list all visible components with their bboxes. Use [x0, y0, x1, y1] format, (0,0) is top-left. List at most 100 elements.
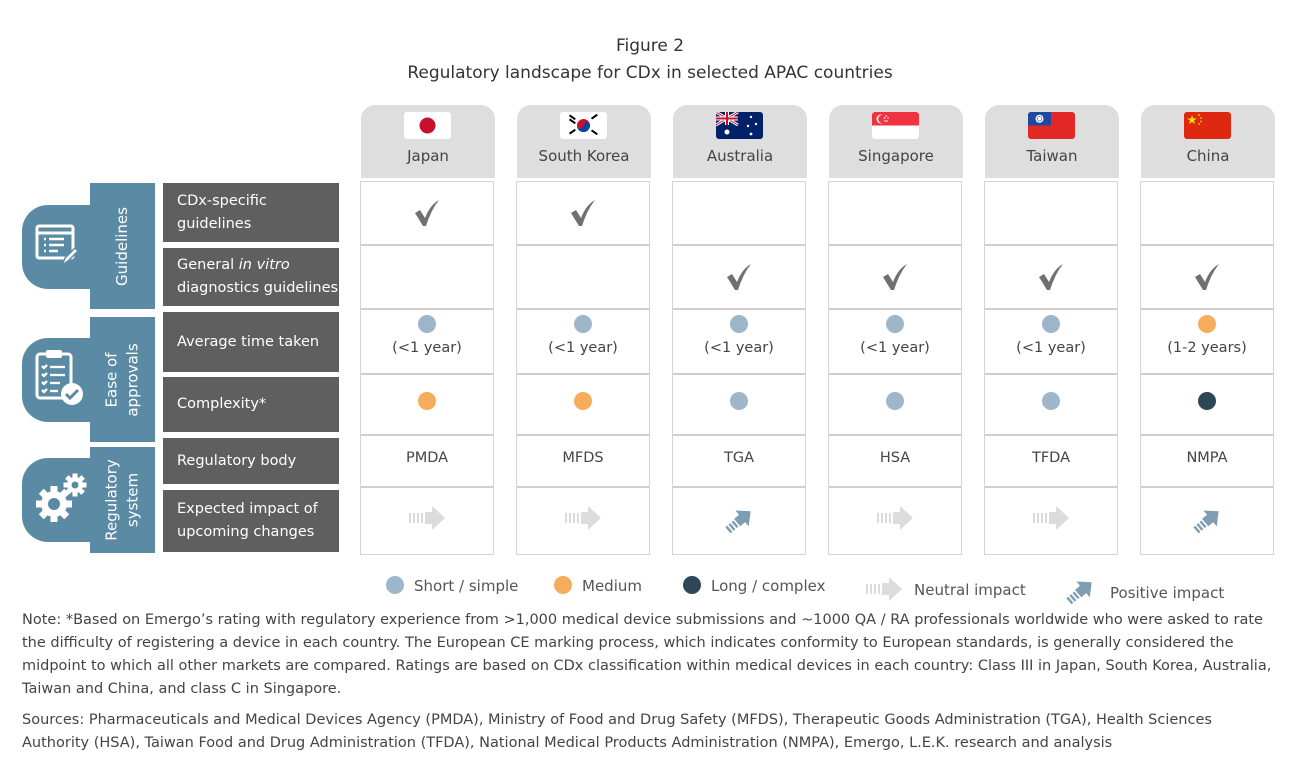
regulatory-body: MFDS: [562, 450, 604, 466]
country-name: Singapore: [858, 147, 934, 165]
row-label: Complexity*: [163, 377, 339, 432]
country-column: (<1 year) TFDA: [984, 181, 1118, 555]
table-cell: [361, 488, 493, 554]
country-column: (<1 year) MFDS: [516, 181, 650, 555]
short-dot-icon: [386, 576, 404, 595]
table-cell: [1141, 182, 1273, 246]
note: Note: *Based on Emergo’s rating with reg…: [22, 612, 1272, 697]
check-icon: [726, 263, 752, 295]
rating-dot-short: [730, 315, 748, 333]
table-cell: [361, 375, 493, 436]
group-label: Ease of approvals: [102, 342, 142, 417]
neutral-impact-arrow-icon: [407, 505, 447, 535]
table-cell: [829, 488, 961, 554]
group-label: Regulatory system: [102, 459, 142, 541]
table-cell: [673, 375, 805, 436]
avg-time-text: (<1 year): [860, 340, 930, 356]
table-cell: [985, 375, 1117, 436]
china-flag-icon: [1184, 112, 1231, 139]
table-cell: [1141, 488, 1273, 554]
avg-time-text: (1-2 years): [1167, 340, 1247, 356]
rating-dot-short: [730, 392, 748, 410]
legend-label: Short / simple: [414, 577, 519, 595]
country-header: Japan: [361, 105, 495, 178]
rating-dot-medium: [418, 392, 436, 410]
table-cell: PMDA: [361, 436, 493, 488]
positive-impact-arrow-icon: [1187, 505, 1227, 541]
avg-time-text: (<1 year): [392, 340, 462, 356]
rating-dot-short: [886, 315, 904, 333]
rating-dot-short: [574, 315, 592, 333]
table-cell: [517, 488, 649, 554]
country-header: China: [1141, 105, 1275, 178]
regulatory-body: TFDA: [1031, 450, 1071, 466]
table-cell: (<1 year): [829, 310, 961, 375]
table-cell: [673, 182, 805, 246]
regulatory-body: NMPA: [1186, 450, 1228, 466]
group-tab-1: [22, 338, 102, 422]
regulatory-body: TGA: [723, 450, 754, 466]
table-cell: HSA: [829, 436, 961, 488]
legend-item-long: Long / complex: [683, 576, 825, 595]
group-label-box: Guidelines: [90, 183, 155, 309]
country-header: Australia: [673, 105, 807, 178]
check-icon: [882, 263, 908, 295]
table-cell: [1141, 375, 1273, 436]
table-cell: (<1 year): [985, 310, 1117, 375]
check-icon: [1038, 263, 1064, 295]
table-cell: [673, 488, 805, 554]
table-cell: [985, 488, 1117, 554]
group-label-box: Regulatory system: [90, 447, 155, 553]
rating-dot-short: [1042, 392, 1060, 410]
table-cell: [829, 182, 961, 246]
row-label: General in vitro diagnostics guidelines: [163, 248, 339, 306]
country-header: Singapore: [829, 105, 963, 178]
row-label: Regulatory body: [163, 438, 339, 484]
rating-dot-short: [886, 392, 904, 410]
legend-label: Neutral impact: [914, 581, 1026, 599]
positive-arrow-icon: [1060, 581, 1100, 605]
avg-time-text: (<1 year): [704, 340, 774, 356]
rating-dot-short: [418, 315, 436, 333]
table-cell: (<1 year): [673, 310, 805, 375]
medium-dot-icon: [554, 576, 572, 595]
table-cell: (<1 year): [517, 310, 649, 375]
figure-title: Regulatory landscape for CDx in selected…: [407, 63, 893, 83]
table-cell: [985, 246, 1117, 310]
country-name: Taiwan: [1026, 147, 1078, 165]
row-label: CDx-specific guidelines: [163, 183, 339, 242]
table-cell: [1141, 246, 1273, 310]
legend-item-neutral: Neutral impact: [864, 576, 1026, 606]
table-cell: [361, 182, 493, 246]
long-dot-icon: [683, 576, 701, 595]
regulatory-body: PMDA: [405, 450, 449, 466]
taiwan-flag-icon: [1028, 112, 1075, 139]
table-cell: [517, 246, 649, 310]
group-label-box: Ease of approvals: [90, 317, 155, 442]
legend-label: Medium: [582, 577, 642, 595]
rating-dot-medium: [574, 392, 592, 410]
row-label: Average time taken: [163, 312, 339, 372]
regulatory-body: HSA: [879, 450, 911, 466]
table-cell: NMPA: [1141, 436, 1273, 488]
row-label: Expected impact of upcoming changes: [163, 490, 339, 552]
legend-item-short: Short / simple: [386, 576, 518, 595]
neutral-arrow-icon: [864, 577, 904, 601]
table-cell: TGA: [673, 436, 805, 488]
table-cell: [985, 182, 1117, 246]
table-cell: MFDS: [517, 436, 649, 488]
table-cell: (<1 year): [361, 310, 493, 375]
sources: Sources: Pharmaceuticals and Medical Dev…: [22, 712, 1212, 751]
table-cell: [361, 246, 493, 310]
figure-label: Figure 2: [615, 36, 685, 56]
table-cell: [673, 246, 805, 310]
clipboard-check-icon: [34, 348, 86, 412]
table-cell: (1-2 years): [1141, 310, 1273, 375]
country-column: (1-2 years) NMPA: [1140, 181, 1274, 555]
south-korea-flag-icon: [560, 112, 607, 139]
legend-label: Long / complex: [711, 577, 826, 595]
neutral-impact-arrow-icon: [563, 505, 603, 535]
legend-item-positive: Positive impact: [1060, 576, 1224, 612]
country-name: China: [1186, 147, 1230, 165]
